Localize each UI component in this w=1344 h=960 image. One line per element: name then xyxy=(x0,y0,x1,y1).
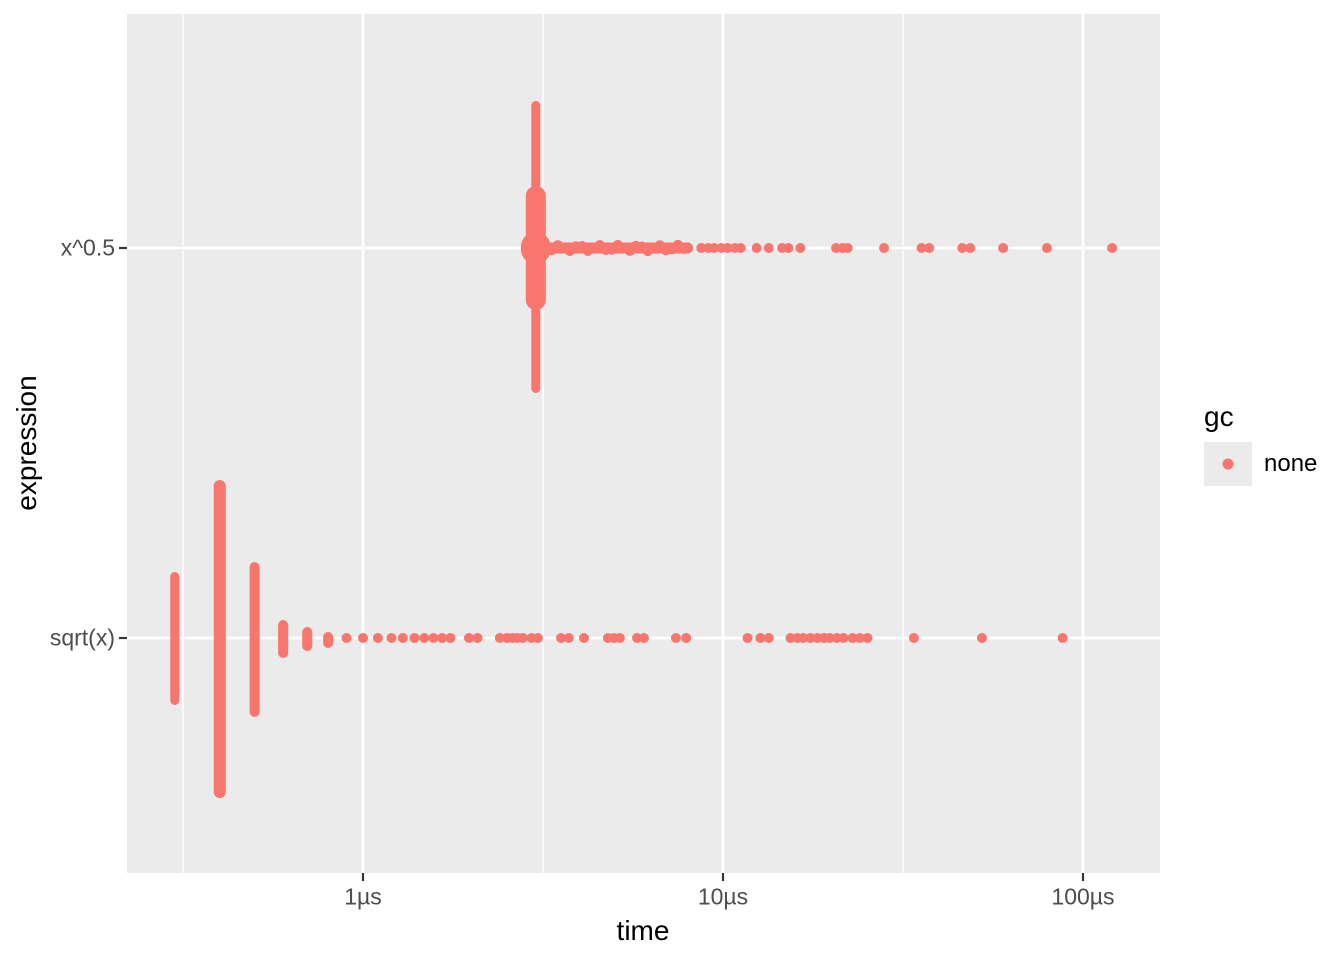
x-tick-label-100us: 100µs xyxy=(1051,883,1115,910)
legend-title: gc xyxy=(1204,401,1234,432)
legend-item-label-none: none xyxy=(1264,450,1318,477)
legend-key-box xyxy=(1204,442,1252,486)
x-axis-title: time xyxy=(616,915,670,946)
y-axis-title: expression xyxy=(11,375,42,511)
y-tick-label-sqrtx: sqrt(x) xyxy=(49,624,115,651)
x-tick-label-10us: 10µs xyxy=(697,883,749,910)
legend-point-icon xyxy=(1222,458,1234,470)
x-tick-label-1us: 1µs xyxy=(344,883,382,910)
y-tick-label-x05: x^0.5 xyxy=(60,234,115,261)
